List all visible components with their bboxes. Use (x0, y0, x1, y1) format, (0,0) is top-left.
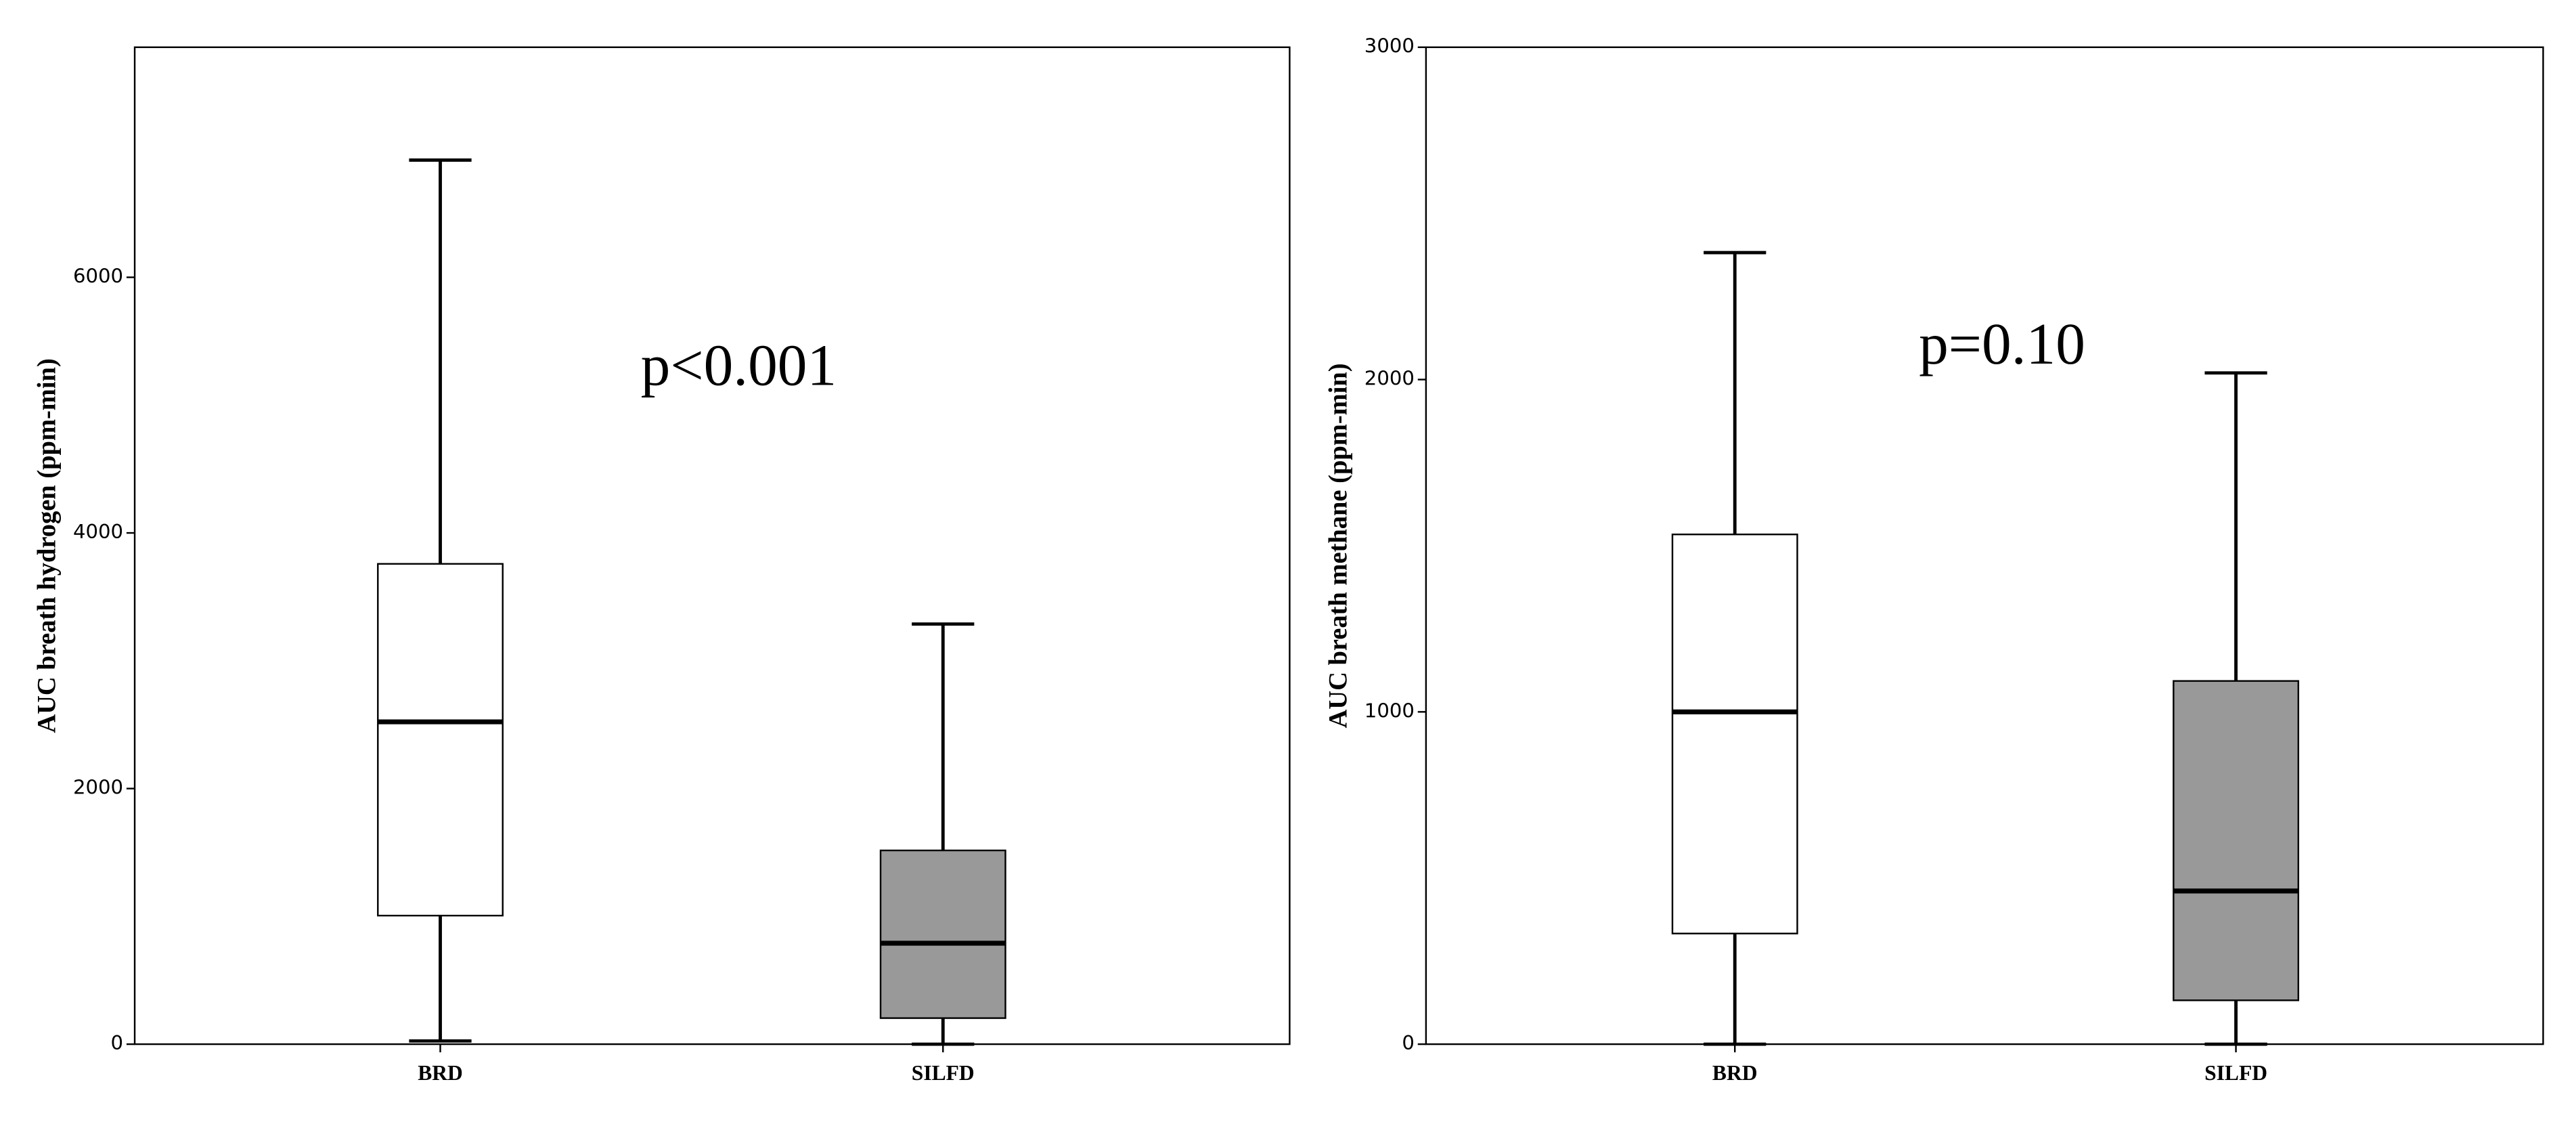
y-tick-label: 1000 (1364, 699, 1415, 722)
x-tick-label: SILFD (912, 1061, 975, 1085)
plot-frame (1425, 46, 2544, 1045)
plot-frame (133, 46, 1291, 1045)
y-tick-label: 2000 (73, 776, 123, 799)
y-axis-label: AUC breath hydrogen (ppm-min) (33, 358, 62, 733)
x-tick-label: BRD (418, 1061, 463, 1085)
y-tick-label: 6000 (73, 265, 123, 288)
x-tick-label: SILFD (2204, 1061, 2267, 1085)
annotation: p=0.10 (1919, 311, 2085, 376)
box (879, 849, 1006, 1019)
y-tick-label: 2000 (1364, 367, 1415, 390)
box (1671, 534, 1798, 934)
y-tick-label: 3000 (1364, 35, 1415, 58)
y-tick-label: 0 (111, 1031, 124, 1054)
y-tick-label: 0 (1402, 1031, 1415, 1054)
annotation: p<0.001 (641, 332, 837, 398)
box (2173, 680, 2300, 1001)
box (377, 563, 504, 917)
x-tick-label: BRD (1712, 1061, 1758, 1085)
y-axis-label: AUC breath methane (ppm-min) (1324, 363, 1352, 728)
y-tick-label: 4000 (73, 520, 123, 543)
